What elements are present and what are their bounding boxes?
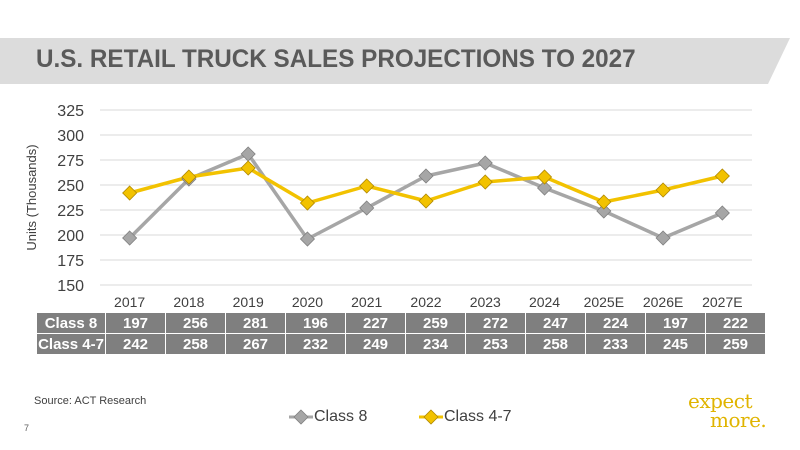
x-tick-label: 2023 <box>470 294 501 310</box>
data-point-class8 <box>714 205 730 221</box>
table-cell: 233 <box>585 333 646 355</box>
x-tick-label: 2024 <box>529 294 560 310</box>
table-cell: 259 <box>405 312 466 334</box>
table-cell: 247 <box>525 312 586 334</box>
data-point-class8 <box>536 180 553 196</box>
table-row-header: Class 8 <box>36 312 106 334</box>
table-cell: 242 <box>105 333 166 355</box>
x-tick-label: 2019 <box>233 294 264 310</box>
logo-line-1: expect <box>688 389 753 413</box>
legend-marker-class8 <box>289 409 313 425</box>
y-axis-label: Units (Thousands) <box>24 144 39 250</box>
legend-label-class8: Class 8 <box>314 408 368 425</box>
title-band-shape <box>0 38 790 84</box>
data-point-class4-7 <box>596 194 612 210</box>
data-point-class8 <box>596 203 612 219</box>
data-point-class8 <box>477 155 493 171</box>
table-cell: 197 <box>105 312 166 334</box>
data-point-class4-7 <box>181 169 197 185</box>
table-cell: 234 <box>405 333 466 355</box>
table-cell: 267 <box>225 333 286 355</box>
legend-label-class4-7: Class 4-7 <box>444 408 512 425</box>
source-note: Source: ACT Research <box>34 395 147 407</box>
x-tick-label: 2017 <box>114 294 145 310</box>
data-point-class4-7 <box>299 195 316 211</box>
data-point-class8 <box>359 200 375 216</box>
page-title: U.S. RETAIL TRUCK SALES PROJECTIONS TO 2… <box>36 45 636 73</box>
table-cell: 259 <box>705 333 766 355</box>
data-point-class4-7 <box>359 178 375 194</box>
x-tick-label: 2027E <box>702 294 742 310</box>
data-point-class4-7 <box>418 193 434 209</box>
data-table: Class 8 197 256 281 196 227 259 272 247 224 197 222… <box>36 312 766 355</box>
y-tick-label: 150 <box>57 278 84 295</box>
title-band <box>0 38 800 84</box>
table-row: Class 8 197 256 281 196 227 259 272 247 224 197 222 <box>36 312 766 334</box>
x-tick-label: 2025E <box>584 294 624 310</box>
data-point-class8 <box>299 231 316 247</box>
table-cell: 197 <box>645 312 706 334</box>
y-tick-label: 175 <box>57 253 84 270</box>
logo-line-2: more. <box>710 408 767 432</box>
table-cell: 281 <box>225 312 286 334</box>
y-tick-label: 200 <box>57 228 84 245</box>
y-tick-label: 325 <box>57 103 84 120</box>
x-tick-label: 2026E <box>643 294 683 310</box>
y-tick-label: 300 <box>57 128 84 145</box>
data-point-class4-7 <box>714 168 730 184</box>
table-cell: 222 <box>705 312 766 334</box>
x-tick-label: 2018 <box>173 294 204 310</box>
slide-number: 7 <box>24 423 30 433</box>
x-tick-label: 2021 <box>351 294 382 310</box>
table-cell: 224 <box>585 312 646 334</box>
data-point-class4-7 <box>122 185 138 201</box>
data-point-class4-7 <box>536 169 553 185</box>
table-cell: 249 <box>345 333 406 355</box>
data-point-class8 <box>655 230 671 246</box>
table-row: Class 4-7 242 258 267 232 249 234 253 258 233 245 2… <box>36 333 766 355</box>
table-cell: 272 <box>465 312 526 334</box>
y-tick-label: 250 <box>57 178 84 195</box>
data-point-class4-7 <box>240 160 256 176</box>
y-tick-label: 225 <box>57 203 84 220</box>
table-cell: 258 <box>165 333 226 355</box>
legend-marker-class4-7 <box>419 409 443 425</box>
table-cell: 245 <box>645 333 706 355</box>
table-cell: 256 <box>165 312 226 334</box>
data-point-class8 <box>122 230 138 246</box>
y-tick-label: 275 <box>57 153 84 170</box>
table-cell: 258 <box>525 333 586 355</box>
data-point-class4-7 <box>655 182 671 198</box>
brand-logo: expect more. <box>688 389 784 432</box>
x-tick-label: 2022 <box>410 294 441 310</box>
table-row-header: Class 4-7 <box>36 333 106 355</box>
table-cell: 232 <box>285 333 346 355</box>
table-cell: 227 <box>345 312 406 334</box>
data-point-class4-7 <box>477 174 493 190</box>
table-cell: 253 <box>465 333 526 355</box>
table-cell: 196 <box>285 312 346 334</box>
x-tick-label: 2020 <box>292 294 323 310</box>
data-point-class8 <box>418 168 434 184</box>
